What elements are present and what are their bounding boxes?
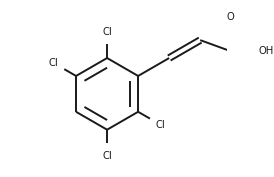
Text: Cl: Cl bbox=[102, 150, 112, 161]
Text: Cl: Cl bbox=[49, 58, 59, 68]
Text: Cl: Cl bbox=[156, 120, 165, 130]
Text: O: O bbox=[226, 12, 234, 22]
Text: OH: OH bbox=[259, 45, 274, 56]
Text: Cl: Cl bbox=[102, 27, 112, 37]
